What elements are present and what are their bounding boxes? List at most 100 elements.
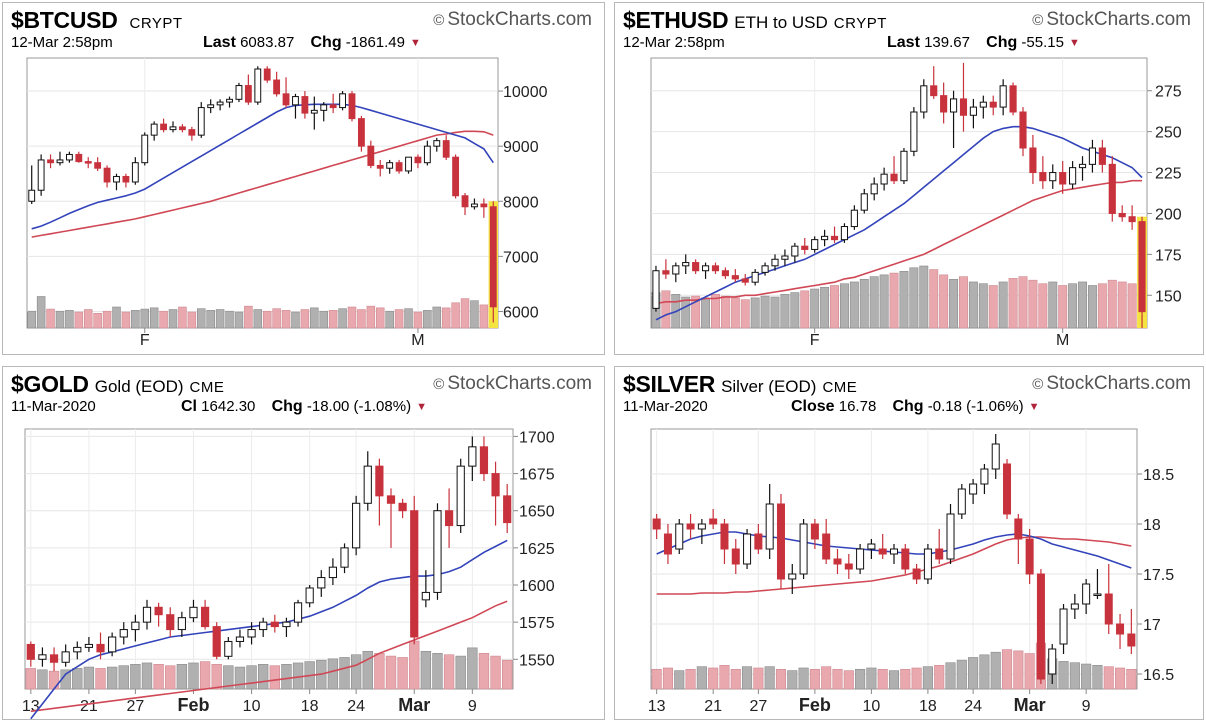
volume-bar <box>25 668 36 690</box>
volume-bar <box>730 297 740 329</box>
candle-body <box>662 270 670 275</box>
y-tick-label: 18 <box>1143 517 1161 534</box>
exchange: CME <box>822 379 858 396</box>
volume-bar <box>787 670 798 690</box>
volume-bar <box>197 308 206 329</box>
candle-body <box>28 189 36 202</box>
volume-bar <box>1107 279 1117 329</box>
copyright-icon: © <box>1032 376 1044 393</box>
candle-body <box>270 621 279 628</box>
symbol[interactable]: $SILVER <box>623 371 716 397</box>
volume-bar <box>141 662 153 690</box>
candle-body <box>860 193 868 211</box>
volume-bar <box>1001 649 1013 690</box>
candle-body <box>949 98 958 113</box>
volume-bar <box>1092 665 1103 690</box>
volume-bar <box>319 310 328 329</box>
volume-bar <box>159 310 168 329</box>
down-arrow-icon: ▼ <box>1028 401 1040 413</box>
volume-bar <box>661 290 671 329</box>
candle-body <box>1138 221 1146 313</box>
volume-bar <box>46 308 55 329</box>
candle-body <box>398 502 407 512</box>
candle-body <box>1128 216 1136 223</box>
volume-bar <box>327 658 339 690</box>
volume-bar <box>432 653 443 690</box>
candle-body <box>1127 633 1136 647</box>
y-tick-label: 150 <box>1155 288 1182 305</box>
candle-body <box>880 173 888 185</box>
candle-body <box>263 68 271 81</box>
symbol[interactable]: $ETHUSD <box>623 7 729 33</box>
volume-bar <box>1018 276 1028 329</box>
candle-body <box>743 533 752 565</box>
candle-body <box>991 443 1000 470</box>
symbol[interactable]: $BTCUSD <box>11 7 118 33</box>
down-arrow-icon: ▼ <box>416 401 427 413</box>
symbol[interactable]: $GOLD <box>11 371 89 397</box>
brand-logo[interactable]: © StockCharts.com <box>433 9 592 31</box>
candle-body <box>1116 623 1125 635</box>
candle-body <box>282 621 291 628</box>
volume-bar <box>929 269 939 329</box>
candle-body <box>293 602 303 623</box>
price-chart[interactable]: 6000 7000 8000 9000 10000 F M <box>3 3 606 356</box>
chg-value: -1861.49 <box>345 34 405 51</box>
candle-body <box>751 271 759 283</box>
candle-body <box>1025 538 1034 575</box>
candle-body <box>781 255 789 260</box>
candle-body <box>771 258 779 267</box>
volume-bar <box>394 309 404 329</box>
volume-bar <box>441 307 451 329</box>
candle-body <box>461 195 469 208</box>
volume-bar <box>662 667 674 690</box>
x-tick-label: 18 <box>301 698 319 715</box>
candle-body <box>711 265 720 272</box>
candle-body <box>776 503 785 580</box>
candle-body <box>292 96 299 106</box>
x-tick-label: 21 <box>704 698 722 715</box>
volume-bar <box>131 310 140 329</box>
volume-bar <box>467 647 478 690</box>
y-tick-label: 9000 <box>503 139 539 156</box>
candle-body <box>386 162 394 169</box>
candle-body <box>844 563 853 570</box>
instrument-name: Silver (EOD) <box>721 377 817 396</box>
candle-body <box>1118 212 1126 218</box>
volume-bar <box>48 670 60 690</box>
candle-body <box>920 85 928 113</box>
candle-body <box>912 568 921 580</box>
y-tick-label: 1650 <box>519 504 555 521</box>
volume-bar <box>397 657 408 690</box>
volume-bar <box>106 666 118 690</box>
brand-logo[interactable]: © StockCharts.com <box>1032 9 1191 31</box>
volume-bar <box>800 290 810 329</box>
y-tick-label: 17.5 <box>1143 567 1174 584</box>
brand-name: StockCharts.com <box>1046 373 1191 394</box>
volume-bar <box>357 309 366 329</box>
chart-panel-ethusd: $ETHUSD ETH to USD CRYPT © StockCharts.com … <box>614 2 1204 355</box>
candle-body <box>930 85 938 97</box>
volume-bar <box>187 311 197 329</box>
volume-bar <box>420 650 432 690</box>
candle-body <box>721 270 729 277</box>
volume-bar <box>899 271 909 329</box>
volume-bar <box>223 665 234 690</box>
volume-bar <box>310 307 319 329</box>
price-chart[interactable]: 1550 1575 1600 1625 1650 1675 1700 13 21 27 Feb 10 1… <box>3 367 606 721</box>
candle-body <box>686 523 695 530</box>
chart-header: $BTCUSD CRYPT <box>11 7 183 33</box>
price-chart[interactable]: 150 175 200 225 250 275 F M <box>615 3 1205 356</box>
volume-bar <box>168 309 178 329</box>
price-chart[interactable]: 16.5 17 17.5 18 18.5 13 21 27 Feb 10 18 24 Mar 9 <box>615 367 1205 721</box>
candle-body <box>142 606 152 623</box>
brand-logo[interactable]: © StockCharts.com <box>1032 373 1191 395</box>
volume-bar <box>1114 667 1126 690</box>
candle-body <box>765 503 774 550</box>
candle-body <box>395 162 403 172</box>
candle-body <box>850 209 858 228</box>
candle-body <box>259 621 268 631</box>
brand-logo[interactable]: © StockCharts.com <box>433 373 592 395</box>
candle-body <box>1059 608 1068 645</box>
x-tick-label: Feb <box>177 695 209 715</box>
